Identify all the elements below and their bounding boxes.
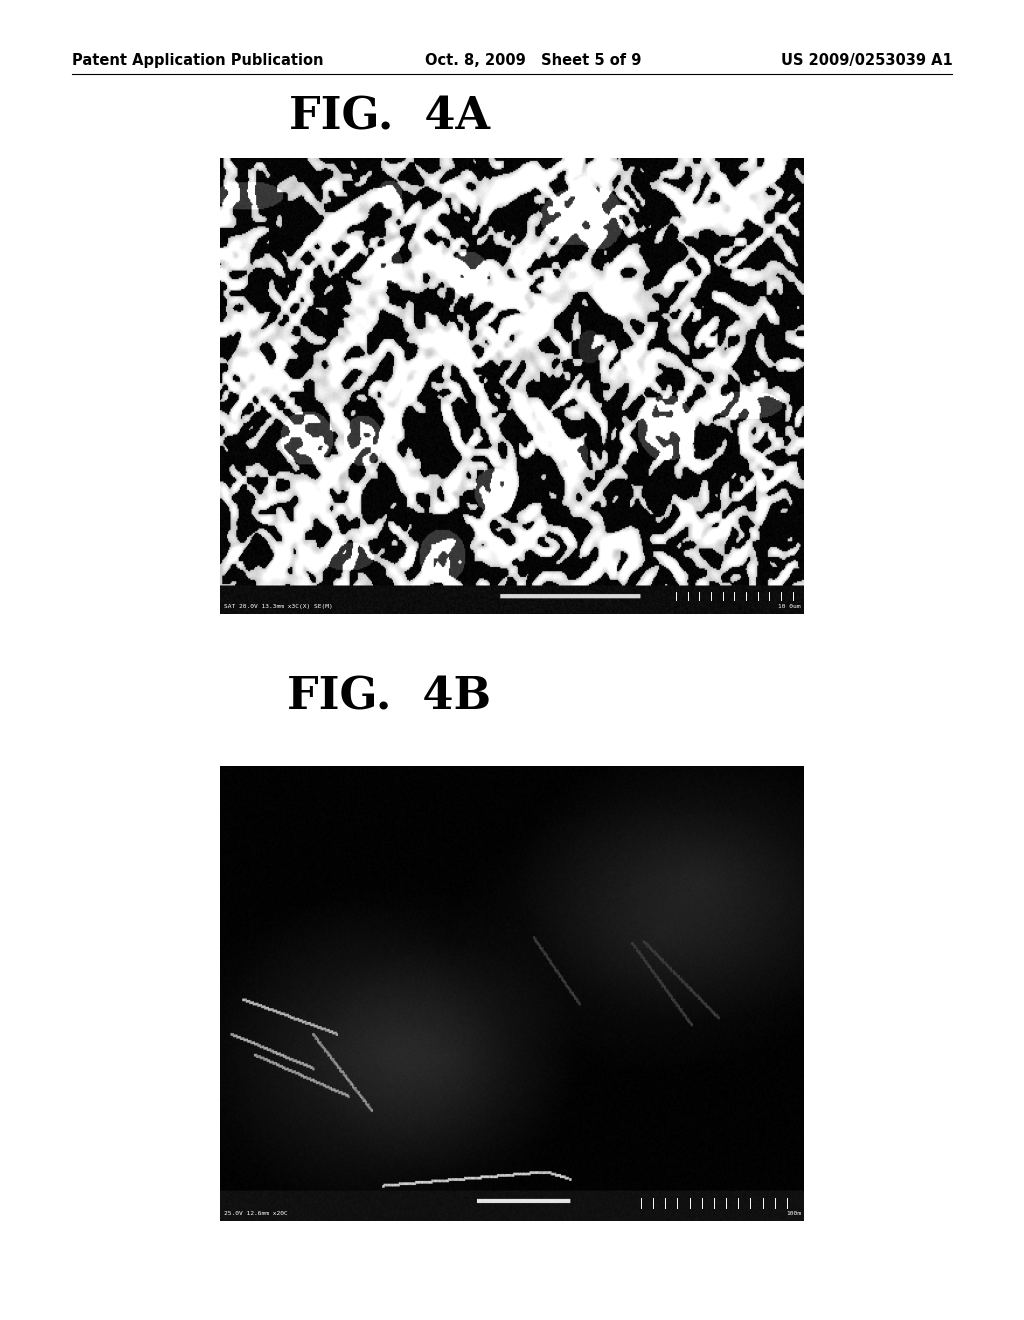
- Text: FIG.  4B: FIG. 4B: [287, 676, 492, 719]
- Text: Patent Application Publication: Patent Application Publication: [72, 53, 324, 67]
- Text: 100m: 100m: [786, 1212, 801, 1216]
- Text: FIG.  4A: FIG. 4A: [289, 95, 489, 139]
- Text: SAT 20.0V 13.3mm x3C(X) SE(M): SAT 20.0V 13.3mm x3C(X) SE(M): [224, 603, 333, 609]
- Text: Oct. 8, 2009   Sheet 5 of 9: Oct. 8, 2009 Sheet 5 of 9: [425, 53, 641, 67]
- Text: 25.0V 12.6mm x20C: 25.0V 12.6mm x20C: [224, 1212, 288, 1216]
- Text: 10 0um: 10 0um: [778, 603, 801, 609]
- Text: US 2009/0253039 A1: US 2009/0253039 A1: [780, 53, 952, 67]
